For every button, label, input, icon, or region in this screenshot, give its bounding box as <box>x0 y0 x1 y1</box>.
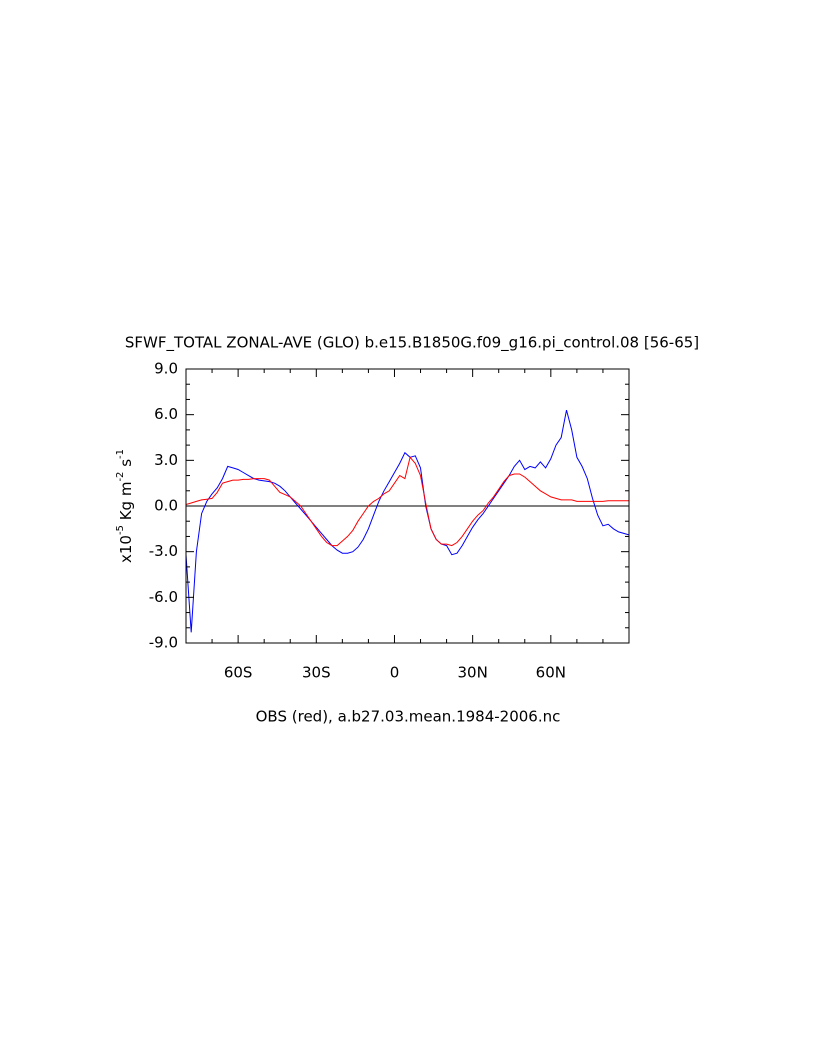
x-tick-label: 60N <box>536 664 566 682</box>
plot <box>186 409 629 633</box>
x-tick-label: 30N <box>457 664 487 682</box>
y-tick-label: 3.0 <box>154 451 178 469</box>
series-line <box>186 409 629 633</box>
y-tick-label: -3.0 <box>149 542 178 560</box>
chart-title: SFWF_TOTAL ZONAL-AVE (GLO) b.e15.B1850G.… <box>125 334 699 353</box>
y-label-sup: -5 <box>115 525 126 535</box>
x-tick-label: 30S <box>302 664 331 682</box>
y-label-sup: -2 <box>115 472 126 482</box>
x-axis-label: OBS (red), a.b27.03.mean.1984-2006.nc <box>256 708 561 726</box>
y-label-part: x10 <box>117 535 135 563</box>
y-label-part: Kg m <box>117 482 135 526</box>
y-axis-label: x10-5 Kg m-2 s-1 <box>115 449 135 563</box>
y-tick-label: 0.0 <box>154 497 178 515</box>
y-tick-label: -6.0 <box>149 588 178 606</box>
y-tick-label: 9.0 <box>154 360 178 378</box>
y-tick-label: 6.0 <box>154 405 178 423</box>
series-line <box>186 456 629 547</box>
x-tick-label: 0 <box>390 664 400 682</box>
y-label-part: s <box>117 459 135 472</box>
y-label-sup: -1 <box>115 449 126 459</box>
x-tick-label: 60S <box>224 664 253 682</box>
y-tick-label: -9.0 <box>149 634 178 652</box>
